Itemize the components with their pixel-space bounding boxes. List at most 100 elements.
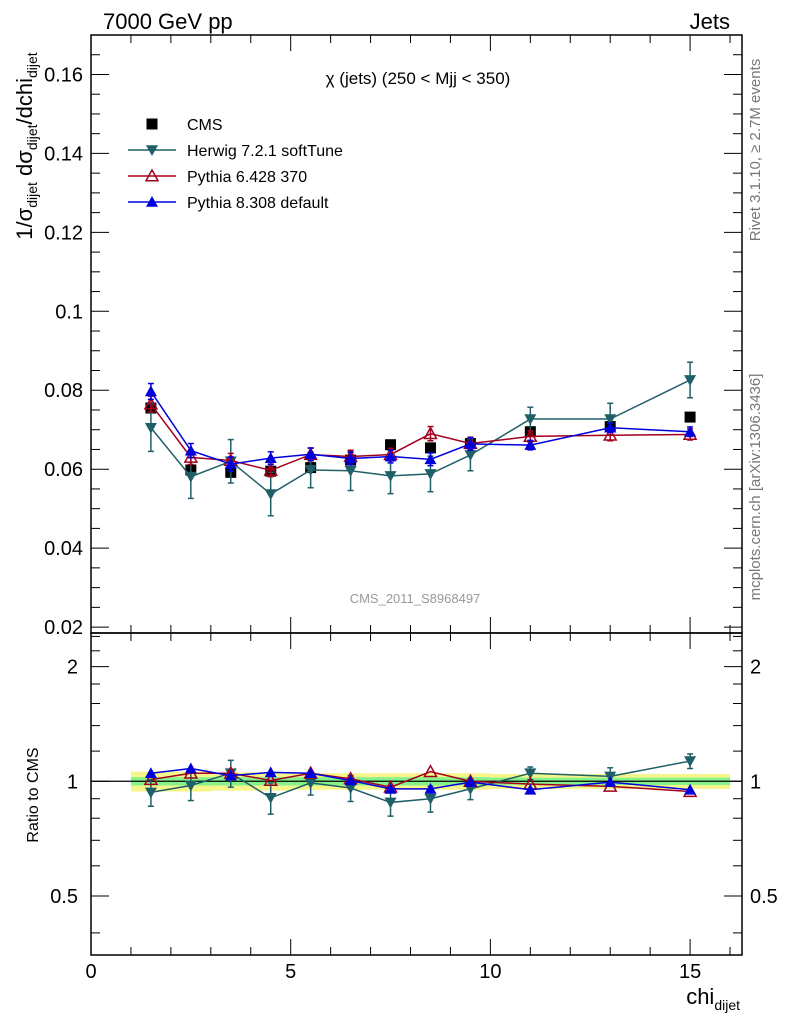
- ratio-data-point: [424, 782, 437, 794]
- legend-label: CMS: [187, 117, 223, 134]
- ratio-data-point: [604, 776, 617, 787]
- data-point: [464, 437, 477, 449]
- data-point: [304, 448, 317, 459]
- ratio-data-point: [524, 768, 537, 780]
- data-point: [224, 458, 237, 469]
- ratio-data-point: [464, 776, 477, 787]
- data-point: [684, 411, 696, 423]
- ratio-series-line: [150, 770, 691, 793]
- y-tick-label: 0.06: [44, 459, 83, 481]
- ratio-data-point: [184, 780, 197, 792]
- ratio-data-point: [344, 774, 357, 786]
- ratio-series-line: [150, 760, 691, 804]
- legend: CMS Herwig 7.2.1 softTune Pythia 6.428 370…: [128, 117, 343, 212]
- y-tick-label: 0.16: [44, 64, 83, 86]
- legend-marker: [146, 196, 158, 207]
- data-point: [264, 489, 277, 501]
- data-point: [602, 427, 618, 441]
- data-point: [524, 414, 537, 426]
- data-point: [524, 439, 537, 450]
- x-tick-label: 5: [285, 961, 296, 983]
- legend-label: Pythia 6.428 370: [187, 169, 307, 186]
- y-tick-label: 0.1: [55, 301, 83, 323]
- x-tick-label: 0: [85, 961, 96, 983]
- data-point: [144, 385, 157, 397]
- header-right-label: Jets: [690, 9, 730, 34]
- rivet-label: Rivet 3.1.10, ≥ 2.7M events: [747, 59, 764, 242]
- ratio-data-point: [263, 772, 278, 787]
- data-point: [344, 465, 357, 477]
- legend-label: Pythia 8.308 default: [187, 195, 329, 212]
- ratio-panel: Ratio to CMS chidijet 0 5 10 15 0.5 0.5 1 1 2 2: [25, 632, 778, 1013]
- ratio-series-pythia-8-308-default: [144, 762, 697, 795]
- ratio-data-point: [224, 769, 237, 781]
- main-panel: χ (jets) (250 < Mjj < 350) CMS_2011_S896…: [12, 34, 743, 639]
- data-point: [424, 469, 437, 480]
- watermark-label: CMS_2011_S8968497: [350, 591, 481, 606]
- data-point: [144, 422, 157, 434]
- main-y-axis-label: 1/σdijet dσdijet/dchidijet: [12, 52, 40, 240]
- legend-item-cms: CMS: [146, 117, 223, 134]
- data-point: [604, 414, 617, 426]
- legend-marker: [146, 118, 158, 130]
- ratio-data-point: [304, 767, 317, 779]
- ratio-y-tick-label: 0.5: [50, 886, 78, 908]
- legend-item-herwig-7-2-1-softtune: Herwig 7.2.1 softTune: [128, 143, 343, 160]
- ratio-data-point: [184, 762, 197, 774]
- ratio-y-tick-label: 1: [67, 771, 78, 793]
- data-point: [684, 375, 697, 386]
- data-point: [183, 449, 199, 463]
- data-point: [304, 465, 317, 476]
- data-point: [684, 425, 697, 437]
- ratio-data-point: [144, 767, 157, 779]
- data-point: [384, 450, 397, 462]
- y-tick-label: 0.14: [44, 143, 83, 165]
- data-point: [263, 462, 278, 476]
- data-point: [184, 444, 197, 456]
- series-pythia-8-308-default: [144, 382, 697, 472]
- legend-marker: [146, 145, 158, 156]
- ratio-data-point: [144, 787, 157, 799]
- legend-marker: [144, 168, 160, 182]
- ratio-data-point: [384, 797, 397, 809]
- y-tick-label: 0.02: [44, 617, 83, 639]
- ratio-data-point: [143, 772, 159, 786]
- ratio-series-line: [150, 767, 691, 791]
- legend-item-pythia-6-428-370: Pythia 6.428 370: [128, 168, 307, 186]
- ratio-y-tick-label: 2: [67, 657, 78, 679]
- y-tick-label: 0.12: [44, 222, 83, 244]
- ratio-data-point: [524, 783, 537, 795]
- ratio-y-axis-label: Ratio to CMS: [25, 747, 42, 842]
- mcplots-label: mcplots.cern.ch [arXiv:1306.3436]: [747, 374, 764, 601]
- data-point: [464, 450, 477, 461]
- data-point: [424, 453, 437, 465]
- data-point: [384, 471, 397, 482]
- ratio-data-point: [344, 783, 357, 795]
- x-tick-label: 15: [679, 961, 701, 983]
- data-point: [184, 471, 197, 483]
- data-point: [604, 421, 617, 433]
- ratio-data-point: [304, 778, 317, 789]
- main-title: χ (jets) (250 < Mjj < 350): [326, 69, 511, 88]
- data-point: [344, 452, 357, 464]
- ratio-data-point: [264, 792, 277, 804]
- series-line: [150, 379, 691, 495]
- legend-label: Herwig 7.2.1 softTune: [187, 143, 343, 160]
- ratio-frame: [90, 632, 743, 956]
- x-axis-label: chidijet: [686, 984, 740, 1013]
- ratio-data-point: [684, 756, 697, 768]
- legend-item-pythia-8-308-default: Pythia 8.308 default: [128, 195, 329, 212]
- ratio-y-tick-label-right: 0.5: [750, 886, 778, 908]
- header-left-label: 7000 GeV pp: [103, 9, 233, 34]
- y-tick-label: 0.04: [44, 538, 83, 560]
- data-point: [423, 426, 438, 440]
- ratio-y-tick-label-right: 1: [750, 771, 761, 793]
- ratio-y-tick-label-right: 2: [750, 657, 761, 679]
- ratio-data-point: [684, 783, 697, 795]
- x-tick-label: 10: [479, 961, 501, 983]
- ratio-data-point: [423, 764, 438, 778]
- ratio-data-point: [384, 782, 397, 794]
- data-point: [143, 396, 159, 410]
- series-line: [150, 391, 691, 465]
